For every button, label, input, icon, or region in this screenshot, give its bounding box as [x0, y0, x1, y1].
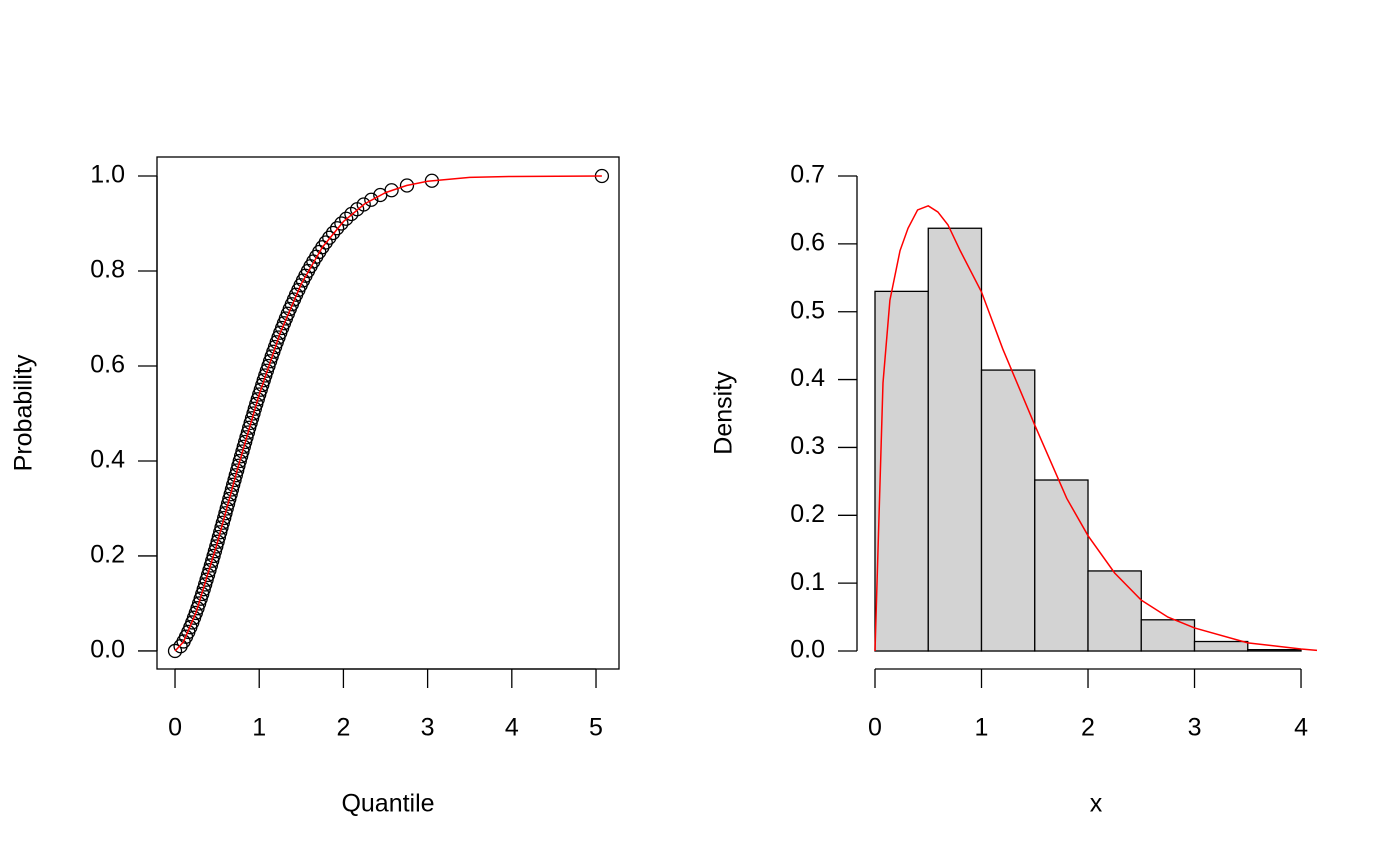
histogram-bar — [1087, 570, 1142, 652]
y-tick-label: 0.0 — [790, 636, 825, 664]
histogram-bar — [927, 227, 983, 652]
y-tick-label: 0.4 — [90, 446, 125, 474]
y-tick-label: 0.1 — [790, 568, 825, 596]
y-tick-label: 0.6 — [790, 228, 825, 256]
y-axis-title: Density — [710, 371, 738, 455]
y-tick-label: 1.0 — [90, 161, 125, 189]
data-point — [167, 643, 183, 659]
data-point — [329, 221, 345, 236]
y-axis-title: Probability — [10, 354, 38, 471]
histogram-bar — [980, 369, 1036, 652]
histogram-bar — [1034, 479, 1089, 652]
data-point — [318, 235, 333, 250]
y-tick-label: 0.0 — [90, 636, 125, 664]
curve — [874, 205, 1318, 652]
x-tick-label: 3 — [1188, 714, 1202, 742]
y-tick-label: 0.7 — [790, 161, 825, 189]
histogram-bar — [1247, 649, 1302, 652]
data-point — [384, 183, 399, 198]
histogram-bar — [874, 290, 929, 652]
x-tick-label: 1 — [975, 714, 989, 742]
data-point — [315, 240, 330, 255]
y-tick-label: 0.5 — [790, 296, 825, 324]
y-tick-label: 0.3 — [790, 432, 825, 460]
y-tick-label: 0.2 — [90, 541, 125, 569]
y-tick-label: 0.4 — [790, 364, 825, 392]
data-point — [334, 216, 349, 231]
data-point — [322, 230, 337, 245]
data-point — [356, 197, 371, 212]
x-tick-label: 4 — [505, 714, 519, 742]
x-axis-title: Quantile — [341, 790, 434, 818]
x-tick-label: 2 — [1081, 714, 1095, 742]
plot-box — [156, 156, 620, 670]
y-tick-label: 0.2 — [790, 500, 825, 528]
data-point — [364, 192, 379, 207]
data-point — [339, 211, 354, 226]
x-tick-label: 0 — [868, 714, 882, 742]
y-tick-label: 0.8 — [90, 256, 125, 284]
x-tick-label: 5 — [589, 714, 603, 742]
x-tick-label: 2 — [336, 714, 350, 742]
x-tick-label: 1 — [252, 714, 266, 742]
x-tick-label: 3 — [421, 714, 435, 742]
data-point — [325, 225, 341, 241]
data-point — [399, 178, 415, 193]
histogram-bar — [1193, 640, 1249, 652]
curve — [174, 175, 602, 652]
x-tick-label: 4 — [1294, 714, 1308, 742]
x-tick-label: 0 — [168, 714, 182, 742]
x-axis-title: x — [1090, 790, 1103, 818]
y-tick-label: 0.6 — [90, 351, 125, 379]
